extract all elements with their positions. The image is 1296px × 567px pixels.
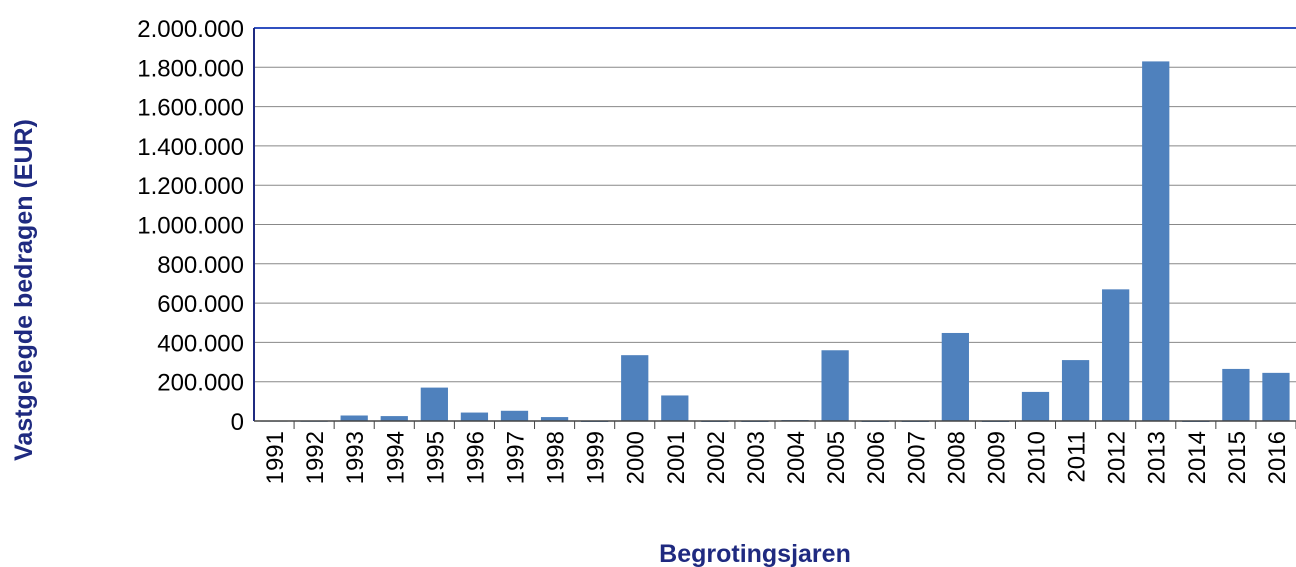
bar [1061,360,1090,421]
bar [460,412,489,421]
x-tick-label: 2011 [1064,431,1091,483]
y-tick-label: 1.600.000 [137,95,244,122]
y-tick-label: 600.000 [157,291,244,318]
y-tick-label: 0 [231,409,244,436]
x-tick-label: 2007 [903,431,930,484]
x-tick-label: 2001 [663,431,690,484]
bar [540,417,569,421]
x-tick-label: 2014 [1184,431,1211,484]
bar [941,332,969,421]
bar [661,395,689,421]
x-tick-label: 1991 [262,431,289,484]
bar [500,410,529,421]
y-axis-title: Vastgelegde bedragen (EUR) [10,119,38,461]
x-tick-label: 2010 [1024,431,1051,484]
x-tick-label: 1993 [342,431,369,484]
y-tick-label: 1.400.000 [137,134,244,161]
x-tick-label: 2015 [1224,431,1251,484]
bar [821,350,849,421]
y-tick-label: 400.000 [157,330,244,357]
bar [380,416,408,421]
y-tick-label: 1.000.000 [137,213,244,240]
x-tick-label: 1997 [503,431,530,484]
bar [1021,391,1050,421]
bar [1102,289,1130,421]
x-tick-label: 2002 [703,431,730,484]
x-tick-label: 1994 [382,431,409,484]
bar [1262,372,1290,421]
x-axis-title: Begrotingsjaren [659,540,851,567]
x-tick-label: 2009 [983,431,1010,484]
y-tick-label: 1.200.000 [137,173,244,200]
x-tick-label: 2016 [1264,431,1291,484]
bar [1142,61,1170,421]
x-tick-label: 1998 [543,431,570,484]
y-tick-label: 2.000.000 [137,16,244,43]
x-tick-label: 1999 [583,431,610,484]
x-tick-label: 2000 [623,431,650,484]
x-tick-label: 1992 [302,431,329,484]
bar [1222,368,1250,421]
x-tick-label: 2003 [743,431,770,484]
y-tick-label: 800.000 [157,252,244,279]
x-tick-label: 2006 [863,431,890,484]
y-tick-label: 200.000 [157,370,244,397]
x-tick-label: 2012 [1104,431,1131,484]
bar [340,415,368,421]
x-tick-label: 2008 [943,431,970,484]
x-tick-label: 1996 [462,431,489,484]
x-tick-label: 2013 [1144,431,1171,484]
x-tick-label: 2005 [823,431,850,484]
y-tick-label: 1.800.000 [137,55,244,82]
bar [420,387,448,421]
x-tick-label: 1995 [422,431,449,484]
bar [621,355,649,421]
x-tick-label: 2004 [783,431,810,484]
